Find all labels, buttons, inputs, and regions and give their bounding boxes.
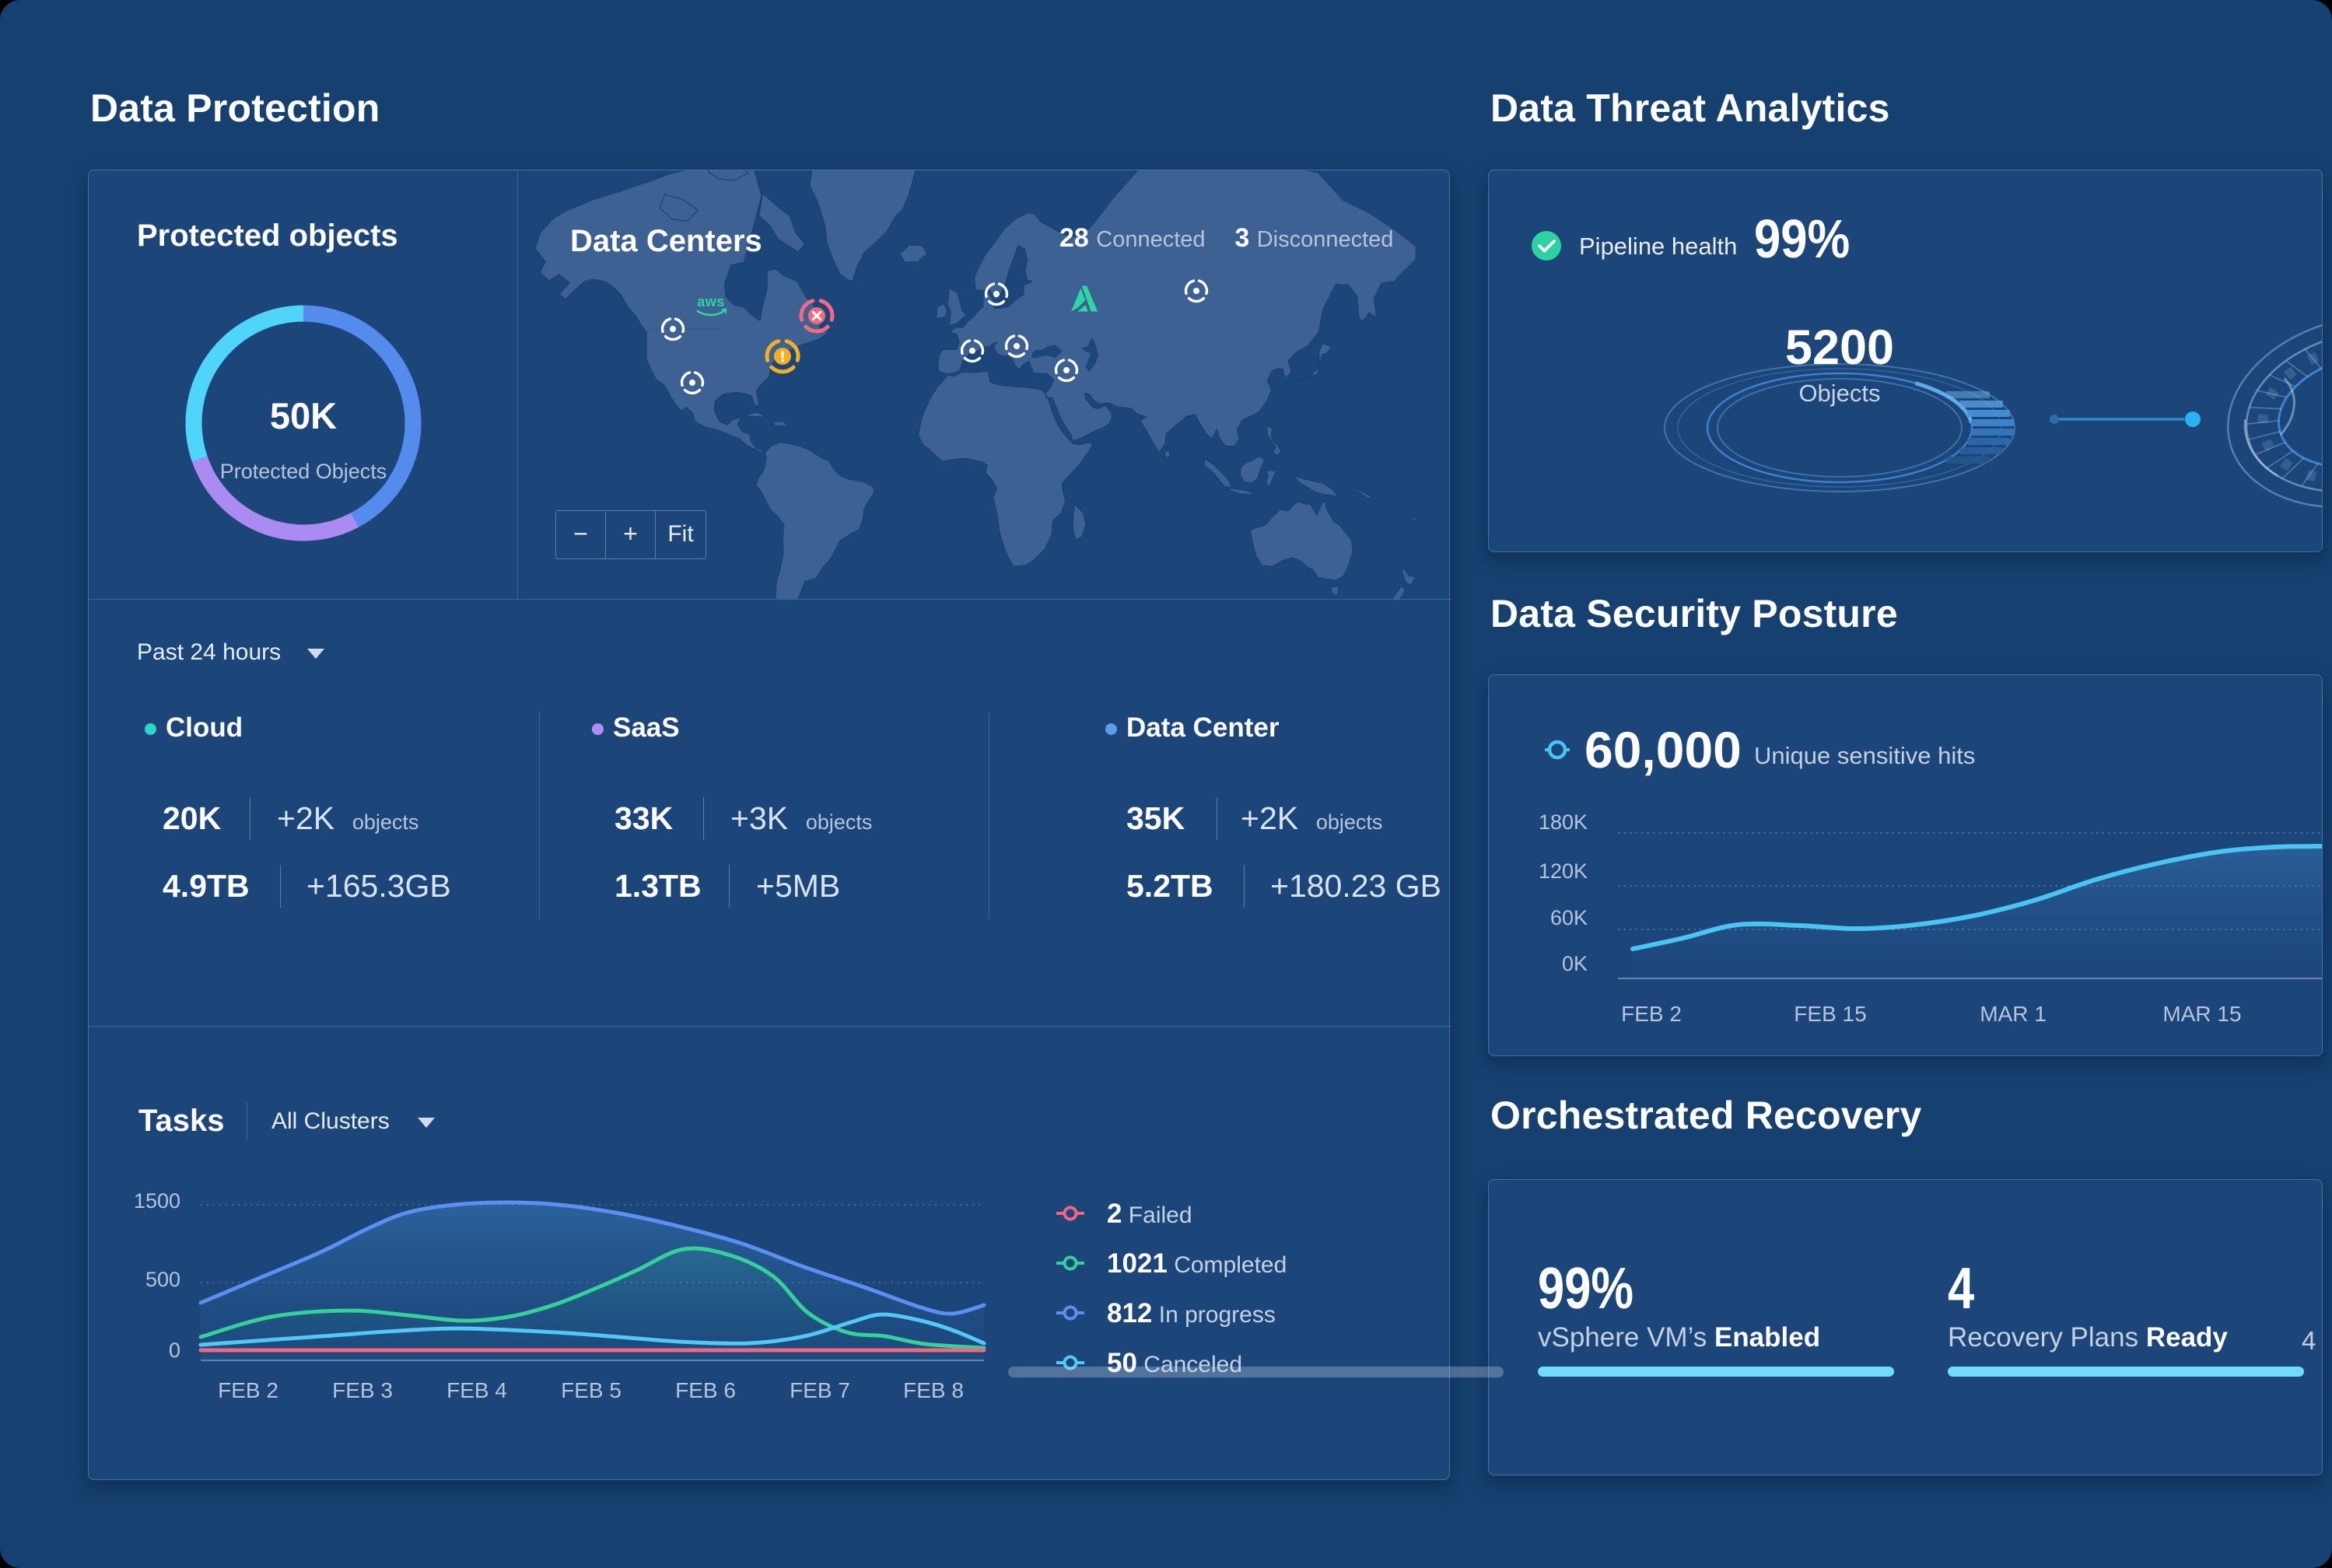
svg-text:0: 0 bbox=[169, 1339, 180, 1362]
svg-text:120K: 120K bbox=[1539, 859, 1588, 883]
svg-text:FEB 2: FEB 2 bbox=[1621, 1002, 1682, 1026]
svg-text:FEB 15: FEB 15 bbox=[1794, 1002, 1866, 1026]
svg-text:1021 Completed: 1021 Completed bbox=[1107, 1248, 1287, 1279]
svg-text:FEB 7: FEB 7 bbox=[790, 1378, 850, 1402]
svg-text:FEB 4: FEB 4 bbox=[446, 1378, 507, 1402]
svg-text:Objects: Objects bbox=[1798, 380, 1880, 407]
svg-text:MAR 1: MAR 1 bbox=[1980, 1002, 2047, 1026]
svg-text:2 Failed: 2 Failed bbox=[1107, 1199, 1192, 1229]
svg-text:FEB 8: FEB 8 bbox=[903, 1378, 964, 1402]
svg-text:aws: aws bbox=[697, 294, 725, 310]
svg-text:Unique sensitive hits: Unique sensitive hits bbox=[1754, 742, 1975, 769]
svg-text:500: 500 bbox=[145, 1268, 180, 1291]
svg-text:50K: 50K bbox=[270, 395, 337, 436]
svg-text:99%: 99% bbox=[1754, 208, 1850, 269]
svg-text:0K: 0K bbox=[1562, 952, 1588, 975]
svg-text:Pipeline health: Pipeline health bbox=[1579, 233, 1737, 260]
svg-text:FEB 6: FEB 6 bbox=[675, 1378, 736, 1402]
svg-text:812 In progress: 812 In progress bbox=[1107, 1298, 1276, 1328]
svg-text:50 Canceled: 50 Canceled bbox=[1107, 1348, 1242, 1378]
svg-text:180K: 180K bbox=[1539, 810, 1588, 834]
svg-text:FEB 2: FEB 2 bbox=[218, 1378, 278, 1402]
svg-text:5200: 5200 bbox=[1785, 320, 1894, 375]
svg-text:FEB 3: FEB 3 bbox=[332, 1378, 393, 1402]
svg-text:60K: 60K bbox=[1550, 906, 1588, 929]
svg-text:1500: 1500 bbox=[134, 1189, 180, 1213]
svg-text:60,000: 60,000 bbox=[1584, 721, 1742, 779]
svg-text:FEB 5: FEB 5 bbox=[561, 1378, 622, 1402]
svg-text:MAR 15: MAR 15 bbox=[2162, 1002, 2241, 1026]
svg-text:Protected Objects: Protected Objects bbox=[220, 460, 387, 483]
